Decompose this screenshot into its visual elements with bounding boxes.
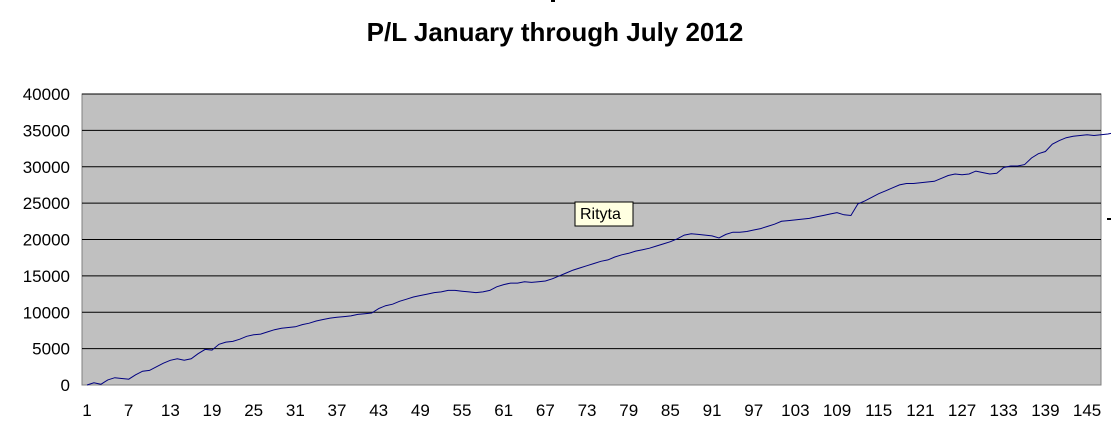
x-tick-label: 73 xyxy=(578,401,597,420)
series-line xyxy=(86,132,1111,386)
y-tick-label: 20000 xyxy=(23,231,70,250)
tooltip-label: Rityta xyxy=(580,206,621,223)
series-layer xyxy=(86,132,1111,386)
x-tick-label: 79 xyxy=(619,401,638,420)
y-tick-label: 35000 xyxy=(23,121,70,140)
y-tick-label: 40000 xyxy=(23,85,70,104)
x-tick-label: 55 xyxy=(453,401,472,420)
x-tick-label: 1 xyxy=(82,401,91,420)
x-tick-label: 37 xyxy=(328,401,347,420)
x-tick-label: 85 xyxy=(661,401,680,420)
y-axis-tick-labels: 0 5000 10000 15000 20000 25000 30000 35000 40000 xyxy=(23,85,70,395)
tooltip: Rityta xyxy=(574,201,634,227)
y-tick-label: 0 xyxy=(61,376,70,395)
x-axis-tick-labels: 1 7 13 19 25 31 37 43 49 55 61 67 73 79 85 91 97 103 109 11… xyxy=(82,401,1101,420)
x-tick-label: 109 xyxy=(823,401,851,420)
x-tick-label: 19 xyxy=(203,401,222,420)
y-tick-label: 5000 xyxy=(32,340,70,359)
y-tick-label: 15000 xyxy=(23,267,70,286)
x-tick-label: 67 xyxy=(536,401,555,420)
x-tick-label: 97 xyxy=(744,401,763,420)
x-tick-label: 13 xyxy=(161,401,180,420)
x-tick-label: 127 xyxy=(948,401,976,420)
x-tick-label: 103 xyxy=(781,401,809,420)
x-tick-label: 115 xyxy=(865,401,892,420)
chart-title: P/L January through July 2012 xyxy=(367,17,744,47)
axis-marker-top xyxy=(551,0,555,2)
x-tick-label: 61 xyxy=(494,401,513,420)
x-tick-label: 7 xyxy=(124,401,133,420)
x-tick-label: 43 xyxy=(369,401,388,420)
x-tick-label: 49 xyxy=(411,401,430,420)
axis-marker-right xyxy=(1107,218,1111,220)
x-tick-label: 121 xyxy=(906,401,934,420)
y-tick-label: 10000 xyxy=(23,303,70,322)
x-tick-label: 133 xyxy=(990,401,1018,420)
x-tick-label: 145 xyxy=(1073,401,1101,420)
y-tick-label: 25000 xyxy=(23,194,70,213)
x-tick-label: 139 xyxy=(1031,401,1059,420)
x-tick-label: 31 xyxy=(286,401,305,420)
x-tick-label: 91 xyxy=(703,401,722,420)
x-tick-label: 25 xyxy=(244,401,263,420)
y-tick-label: 30000 xyxy=(23,158,70,177)
tooltip-box xyxy=(574,201,634,227)
